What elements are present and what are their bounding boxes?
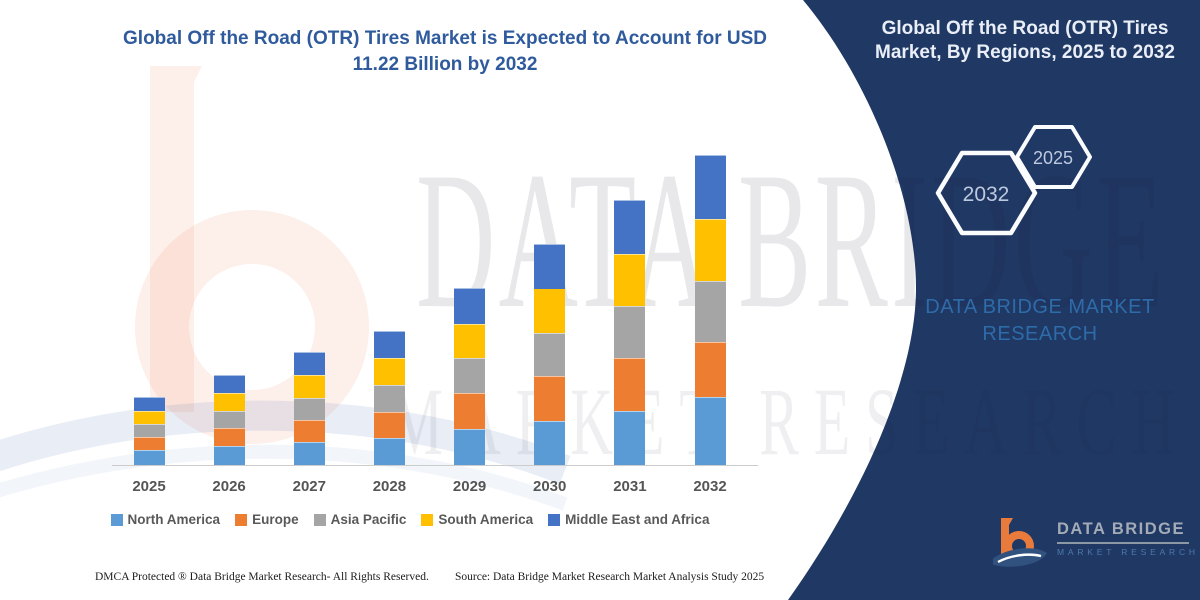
- bar-segment-europe: [133, 437, 165, 450]
- hexagon-2032-label: 2032: [963, 183, 1010, 206]
- bar-segment-north-america: [614, 411, 646, 465]
- bar-segment-middle-east-and-africa: [694, 155, 726, 219]
- logo-name: DATA BRIDGE: [1057, 520, 1186, 538]
- bar-segment-north-america: [373, 438, 405, 465]
- bar-segment-europe: [373, 412, 405, 439]
- bar-segment-north-america: [454, 429, 486, 465]
- panel-title-line2: Market, By Regions, 2025 to 2032: [875, 42, 1175, 63]
- legend-swatch: [421, 513, 434, 526]
- bar-segment-south-america: [694, 218, 726, 282]
- brand-b-watermark: [0, 66, 571, 511]
- bar-segment-asia-pacific: [454, 358, 486, 394]
- data-bridge-logo-icon: [993, 518, 1047, 567]
- bar-segment-south-america: [534, 288, 566, 333]
- panel-title: Global Off the Road (OTR) Tires Market, …: [858, 17, 1192, 65]
- legend-item-europe: Europe: [235, 512, 299, 527]
- logo-subtitle: MARKET RESEARCH: [1057, 546, 1199, 557]
- legend-swatch: [313, 513, 326, 526]
- bar-segment-europe: [293, 420, 325, 442]
- bar-chart-plot: 2025 2026 2027 2028 2029 2030 2031 2032: [132, 155, 727, 495]
- footer-source-text: Source: Data Bridge Market Research Mark…: [455, 571, 765, 583]
- hexagon-2025-label: 2025: [1033, 148, 1073, 168]
- legend-label: Europe: [252, 512, 299, 527]
- bar-segment-asia-pacific: [133, 424, 165, 438]
- legend-label: Middle East and Africa: [565, 512, 710, 527]
- x-axis-label-2031: 2031: [613, 478, 647, 495]
- bar-segment-middle-east-and-africa: [133, 397, 165, 411]
- bar-segment-europe: [614, 357, 646, 412]
- bar-segment-middle-east-and-africa: [213, 374, 245, 393]
- x-axis-label-2029: 2029: [452, 478, 487, 495]
- bar-segment-europe: [694, 342, 726, 398]
- x-axis-label-2027: 2027: [292, 478, 326, 495]
- panel-title-line1: Global Off the Road (OTR) Tires: [881, 18, 1169, 39]
- bar-segment-north-america: [694, 397, 726, 465]
- legend-item-middle-east-and-africa: Middle East and Africa: [548, 512, 709, 527]
- bar-segment-middle-east-and-africa: [373, 331, 405, 359]
- bar-segment-south-america: [133, 410, 165, 425]
- data-bridge-logo-text: DATA BRIDGE MARKET RESEARCH: [1057, 520, 1199, 557]
- bar-segment-south-america: [213, 392, 245, 412]
- footer-dmca-text: DMCA Protected ® Data Bridge Market Rese…: [95, 571, 429, 583]
- logo-divider: [1057, 542, 1189, 544]
- legend-swatch: [548, 513, 561, 526]
- chart-legend: North America Europe Asia Pacific South Ame…: [50, 512, 770, 527]
- x-axis-label-2028: 2028: [372, 478, 407, 495]
- bar-segment-north-america: [213, 446, 245, 465]
- x-axis-label-2026: 2026: [212, 478, 246, 495]
- bar-segment-asia-pacific: [614, 305, 646, 358]
- bar-segment-middle-east-and-africa: [614, 199, 646, 254]
- hexagon-2032-badge: 2032: [935, 150, 1038, 236]
- bar-segment-asia-pacific: [213, 411, 245, 429]
- bar-segment-asia-pacific: [293, 398, 325, 420]
- x-axis-label-2032: 2032: [693, 478, 727, 495]
- legend-swatch: [235, 513, 248, 526]
- legend-label: Asia Pacific: [330, 512, 407, 527]
- x-axis-label-2025: 2025: [132, 478, 166, 495]
- hexagon-2025-badge: 2025: [1015, 125, 1092, 189]
- legend-label: North America: [127, 512, 221, 527]
- bar-segment-middle-east-and-africa: [534, 244, 566, 289]
- bar-segment-north-america: [293, 441, 325, 465]
- legend-item-asia-pacific: Asia Pacific: [313, 512, 407, 527]
- bar-segment-north-america: [534, 421, 566, 465]
- chart-title-line2: 11.22 Billion by 2032: [352, 54, 538, 75]
- legend-item-south-america: South America: [421, 512, 533, 527]
- bar-segment-middle-east-and-africa: [454, 288, 486, 325]
- legend-label: South America: [438, 512, 534, 527]
- hexagon-badges: 2025 2032: [935, 125, 1092, 236]
- bar-segment-south-america: [454, 324, 486, 359]
- legend-item-north-america: North America: [110, 512, 221, 527]
- bar-segment-middle-east-and-africa: [293, 352, 325, 376]
- bar-segment-south-america: [614, 253, 646, 306]
- panel-brand-text: DATA BRIDGE MARKET RESEARCH: [925, 294, 1155, 348]
- bar-segment-asia-pacific: [373, 385, 405, 412]
- legend-swatch: [110, 513, 123, 526]
- bar-segment-europe: [454, 393, 486, 430]
- chart-title-line1: Global Off the Road (OTR) Tires Market i…: [123, 28, 767, 49]
- panel-brand-line1: DATA BRIDGE MARKET: [925, 296, 1155, 318]
- panel-brand-line2: RESEARCH: [982, 323, 1098, 345]
- x-axis-label-2030: 2030: [533, 478, 567, 495]
- bar-segment-north-america: [133, 449, 165, 465]
- bar-segment-south-america: [373, 358, 405, 386]
- x-axis-line: [112, 465, 758, 466]
- chart-title: Global Off the Road (OTR) Tires Market i…: [100, 26, 790, 78]
- bar-segment-europe: [534, 376, 566, 422]
- bar-segment-south-america: [293, 375, 325, 399]
- bar-segment-asia-pacific: [694, 281, 726, 343]
- bar-segment-asia-pacific: [534, 332, 566, 376]
- bar-segment-europe: [213, 428, 245, 447]
